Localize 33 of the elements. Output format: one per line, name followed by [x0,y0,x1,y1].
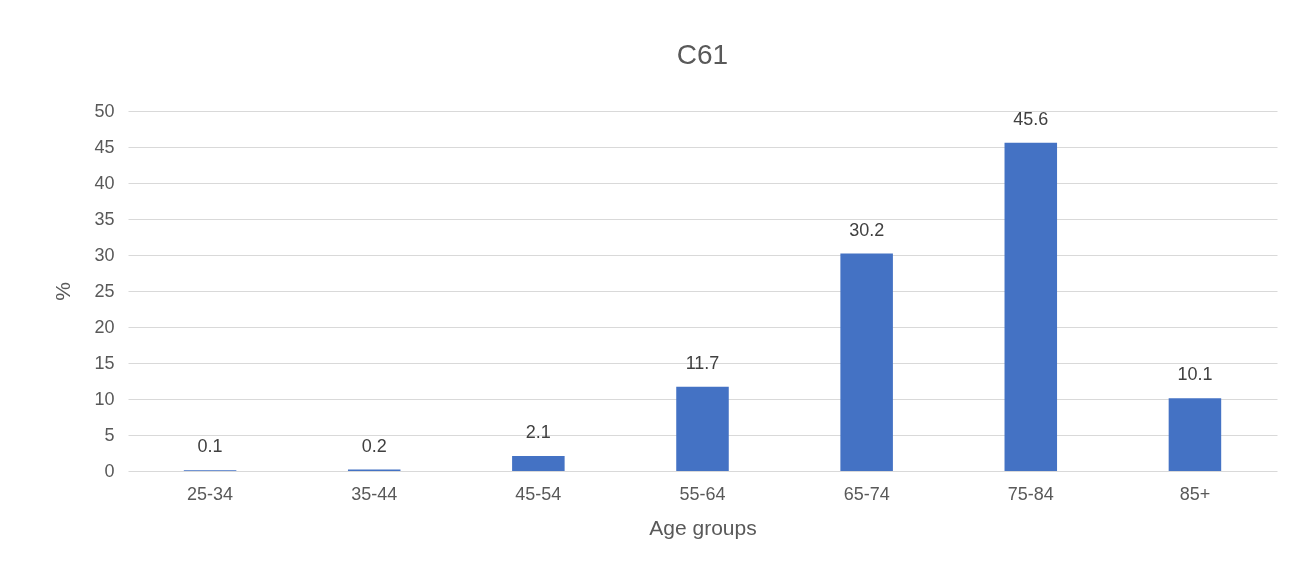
data-label: 30.2 [849,219,885,240]
y-tick-label: 45 [94,136,115,157]
bar [1168,398,1222,471]
x-tick-label: 75-84 [1007,483,1054,504]
y-tick-label: 35 [94,208,115,229]
y-tick-label: 15 [94,352,115,373]
y-tick-label: 30 [94,244,115,265]
x-tick-label: 85+ [1179,483,1211,504]
x-axis-title: Age groups [649,515,757,539]
y-tick-label: 40 [94,172,115,193]
data-label: 0.1 [197,436,223,457]
data-label: 0.2 [361,435,387,456]
x-tick-label: 65-74 [843,483,890,504]
y-tick-label: 50 [94,100,115,121]
data-label: 45.6 [1013,108,1049,129]
bar [512,455,565,471]
x-tick-label: 55-64 [679,483,726,504]
data-label: 2.1 [525,421,551,442]
data-label: 11.7 [685,352,720,373]
x-tick-label: 35-44 [351,483,398,504]
bar [676,386,729,471]
chart-title: C61 [676,39,729,70]
y-tick-label: 0 [104,460,115,481]
x-tick-label: 45-54 [515,483,562,504]
data-label: 10.1 [1177,364,1213,385]
y-tick-label: 20 [94,316,115,337]
y-tick-label: 10 [94,388,115,409]
x-tick-label: 25-34 [187,483,234,504]
y-tick-label: 5 [104,424,115,445]
bar [840,253,893,471]
bar [1004,142,1058,471]
y-tick-label: 25 [94,280,115,301]
y-axis-title: % [51,282,75,301]
